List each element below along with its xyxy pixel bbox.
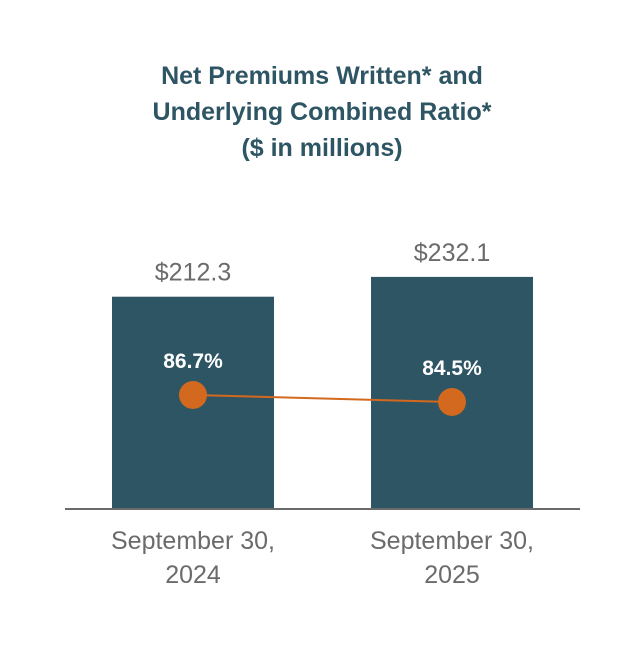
ratio-point-2024 — [179, 381, 207, 409]
ratio-series-line — [192, 394, 453, 403]
chart-title-line-1: Net Premiums Written* and — [161, 62, 483, 90]
chart-title-line-3: ($ in millions) — [241, 134, 403, 162]
category-label-2025-line-2: 2025 — [424, 561, 480, 589]
category-label-2024-line-2: 2024 — [165, 561, 221, 589]
chart-title: Net Premiums Written* and Underlying Com… — [0, 58, 644, 166]
bar-value-label-2024: $212.3 — [155, 259, 231, 287]
ratio-label-2025: 84.5% — [422, 357, 482, 380]
ratio-label-2024: 86.7% — [163, 350, 223, 373]
ratio-point-2025 — [438, 388, 466, 416]
chart-title-line-2: Underlying Combined Ratio* — [152, 98, 492, 126]
category-label-2024-line-1: September 30, — [111, 527, 275, 555]
bar-value-label-2025: $232.1 — [414, 239, 490, 267]
category-label-2025-line-1: September 30, — [370, 527, 534, 555]
